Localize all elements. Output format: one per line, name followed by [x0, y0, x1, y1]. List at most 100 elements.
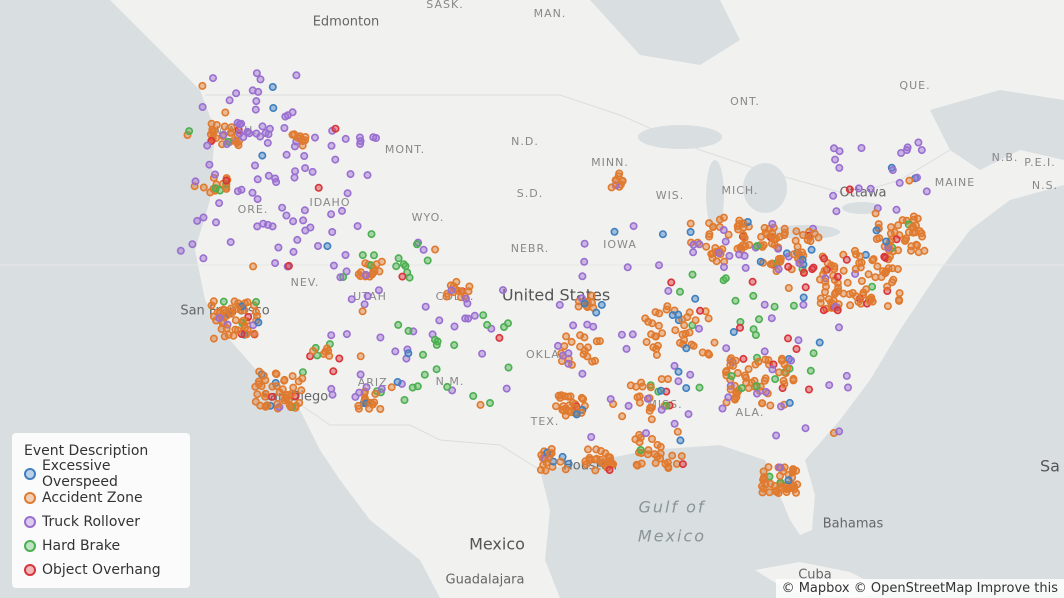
event-dot [391, 347, 400, 356]
event-dot [358, 251, 367, 260]
event-dot [729, 327, 738, 336]
event-dot [412, 240, 421, 249]
event-dot [498, 286, 507, 295]
event-dot [733, 368, 742, 377]
event-dot [691, 294, 700, 303]
event-dot [900, 236, 909, 245]
event-dot [756, 257, 765, 266]
event-dot [301, 164, 310, 173]
place-label: Ottawa [840, 186, 887, 201]
event-dot [617, 330, 626, 339]
event-dot [678, 460, 687, 469]
event-dot [327, 210, 336, 219]
event-dot [237, 185, 246, 194]
event-dot [185, 127, 194, 136]
event-dot [650, 450, 659, 459]
event-dot [583, 352, 592, 361]
event-dot [622, 344, 631, 353]
event-dot [572, 410, 581, 419]
event-dot [657, 375, 666, 384]
event-dot [641, 429, 650, 438]
event-dot [895, 296, 904, 305]
event-dot [258, 151, 267, 160]
event-dot [760, 347, 769, 356]
event-dot [801, 283, 810, 292]
attribution[interactable]: © Mapbox © OpenStreetMap Improve this [775, 579, 1064, 598]
event-dot [629, 222, 638, 231]
event-dot [854, 184, 863, 193]
event-dot [664, 462, 673, 471]
event-dot [777, 484, 786, 493]
event-dot [281, 390, 290, 399]
event-dot [917, 146, 926, 155]
event-dot [248, 188, 257, 197]
event-dot [662, 305, 671, 314]
event-dot [580, 333, 589, 342]
legend-item[interactable]: Excessive Overspeed [24, 458, 190, 490]
event-dot [346, 170, 355, 179]
event-dot [830, 264, 839, 273]
legend-item[interactable]: Accident Zone [24, 488, 143, 508]
event-dot [592, 445, 601, 454]
event-dot [393, 377, 402, 386]
event-dot [211, 184, 220, 193]
event-dot [739, 354, 748, 363]
event-dot [188, 240, 197, 249]
event-dot [212, 218, 221, 227]
event-dot [243, 298, 252, 307]
event-dot [857, 276, 866, 285]
event-dot [718, 404, 727, 413]
place-label: QUE. [899, 79, 930, 92]
event-dot [240, 306, 249, 315]
event-dot [632, 382, 641, 391]
event-dot [243, 127, 252, 136]
event-dot [618, 412, 627, 421]
event-dot [652, 350, 661, 359]
event-dot [784, 262, 793, 271]
event-dot [269, 104, 278, 113]
legend-item[interactable]: Object Overhang [24, 560, 161, 580]
event-dot [725, 251, 734, 260]
event-dot [731, 296, 740, 305]
event-dot [198, 81, 207, 90]
event-dot [257, 382, 266, 391]
event-dot [354, 404, 363, 413]
event-dot [749, 291, 758, 300]
event-dot [647, 415, 656, 424]
event-dot [233, 304, 242, 313]
event-dot [808, 265, 817, 274]
event-dot [772, 431, 781, 440]
event-dot [591, 466, 600, 475]
event-dot [483, 320, 492, 329]
event-dot [656, 386, 665, 395]
event-dot [770, 302, 779, 311]
event-dot [694, 324, 703, 333]
event-dot [721, 237, 730, 246]
event-dot [413, 382, 422, 391]
event-dot [720, 257, 729, 266]
legend-item[interactable]: Truck Rollover [24, 512, 140, 532]
event-dot [873, 262, 882, 271]
event-dot [286, 403, 295, 412]
place-label: NEBR. [511, 242, 549, 255]
event-dot [674, 367, 683, 376]
event-dot [290, 173, 299, 182]
event-dot [835, 427, 844, 436]
event-dot [226, 238, 235, 247]
event-dot [775, 463, 784, 472]
legend-item[interactable]: Hard Brake [24, 536, 120, 556]
event-dot [253, 390, 262, 399]
event-dot [556, 457, 565, 466]
event-dot [668, 451, 677, 460]
event-dot [562, 332, 571, 341]
event-dot [676, 436, 685, 445]
event-dot [780, 379, 789, 388]
event-dot [193, 216, 202, 225]
event-dot [292, 71, 301, 80]
event-dot [582, 460, 591, 469]
event-dot [794, 336, 803, 345]
event-dot [895, 178, 904, 187]
event-dot [767, 314, 776, 323]
event-dot [741, 263, 750, 272]
event-dot [249, 262, 258, 271]
